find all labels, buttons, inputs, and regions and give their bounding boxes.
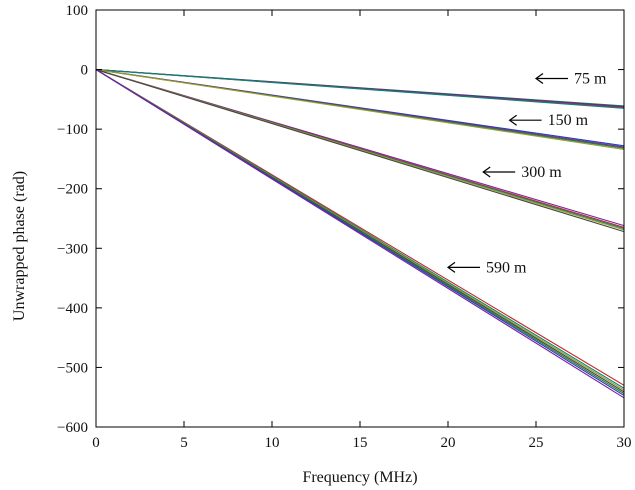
x-tick-label: 0	[92, 435, 100, 451]
series-line-150m	[95, 69, 625, 150]
annotation-arrowhead	[534, 73, 544, 84]
y-tick-label: 0	[81, 63, 89, 79]
plot-frame	[95, 9, 625, 428]
x-tick-label: 15	[353, 435, 368, 451]
y-tick-label: 100	[66, 3, 89, 19]
y-tick-label: −200	[57, 182, 88, 198]
series-line-300m	[95, 69, 625, 233]
x-axis: 0 5 10 15 20 25 30	[92, 10, 632, 451]
series-line-590m	[95, 69, 625, 399]
x-tick-label: 10	[265, 435, 280, 451]
annotation-label: 300 m	[521, 164, 562, 181]
annotation-arrowhead	[446, 261, 456, 273]
y-axis: 100 0 −100 −200 −300 −400 −500 −600	[57, 3, 624, 436]
plot-lines	[95, 69, 625, 399]
y-tick-label: −500	[57, 360, 88, 376]
annotation-arrowhead	[482, 166, 491, 178]
annotation-label: 75 m	[574, 71, 607, 88]
y-tick-label: −600	[57, 420, 88, 436]
annotation-arrowhead	[508, 114, 517, 126]
annotation-label: 150 m	[548, 112, 589, 129]
series-line-75m	[95, 69, 625, 109]
y-axis-label: Unwrapped phase (rad)	[11, 171, 28, 321]
x-tick-label: 25	[529, 435, 544, 451]
annotations: 75 m 150 m 300 m 590 m	[446, 71, 607, 276]
y-tick-label: −300	[57, 241, 88, 257]
y-tick-label: −400	[57, 301, 88, 317]
annotation-label: 590 m	[486, 259, 527, 276]
x-tick-label: 30	[617, 435, 632, 451]
x-axis-label: Frequency (MHz)	[302, 469, 417, 486]
x-tick-label: 20	[441, 435, 456, 451]
y-tick-label: −100	[57, 122, 88, 138]
x-tick-label: 5	[180, 435, 188, 451]
